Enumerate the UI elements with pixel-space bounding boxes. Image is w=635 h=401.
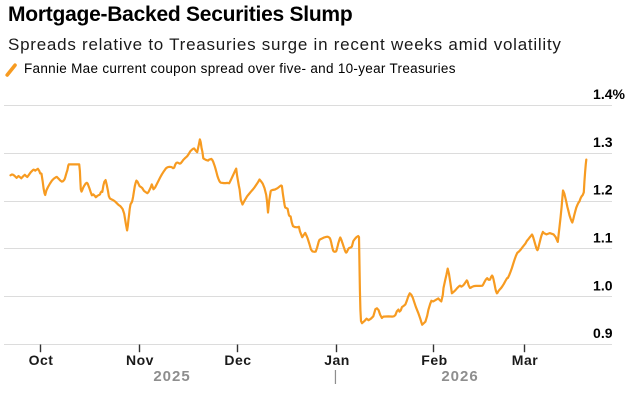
svg-text:Feb: Feb [421,352,447,368]
svg-text:1.2: 1.2 [593,182,613,198]
svg-text:Oct: Oct [29,352,54,368]
svg-text:Nov: Nov [126,352,154,368]
svg-text:Mar: Mar [512,352,538,368]
svg-text:2025: 2025 [153,368,190,385]
svg-text:2026: 2026 [441,368,478,385]
svg-text:1.1: 1.1 [593,230,613,246]
svg-text:0.9: 0.9 [593,325,613,341]
svg-text:%: % [613,86,626,102]
svg-text:|: | [334,368,339,385]
svg-text:Dec: Dec [224,352,251,368]
svg-text:1.4: 1.4 [593,86,613,102]
svg-text:Jan: Jan [324,352,350,368]
svg-text:1.3: 1.3 [593,134,613,150]
svg-text:1.0: 1.0 [593,277,613,293]
